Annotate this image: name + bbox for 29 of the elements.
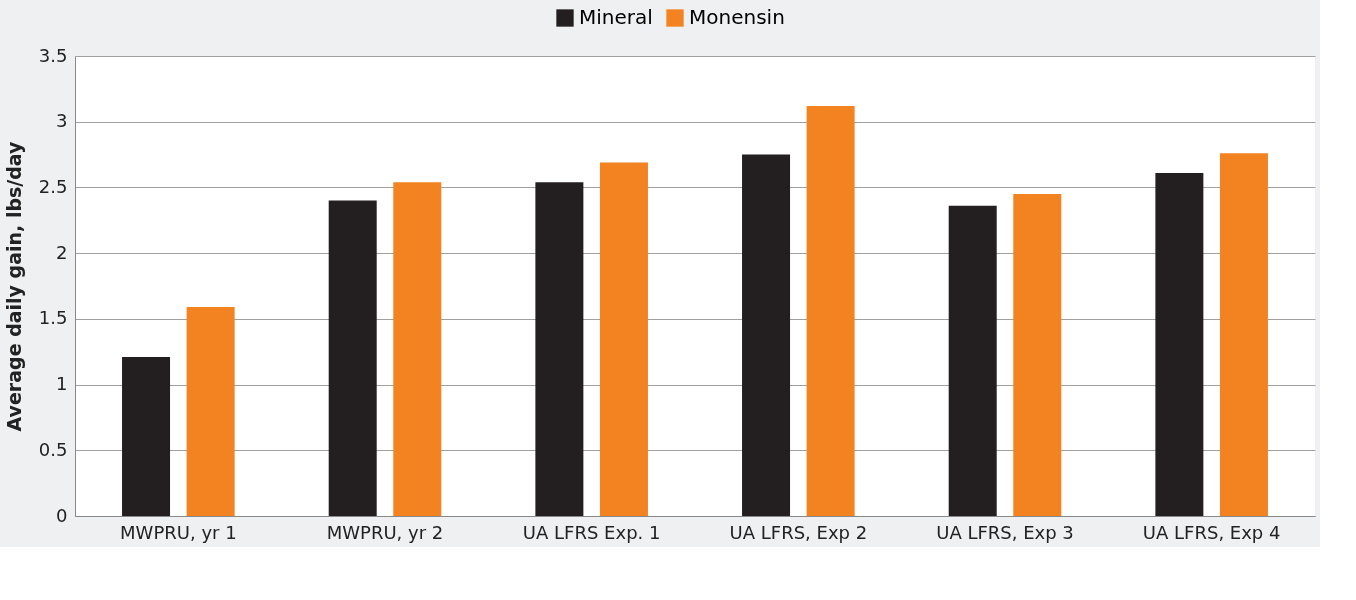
bar xyxy=(1013,194,1062,516)
bar xyxy=(122,356,171,516)
y-tick-label: 2.5 xyxy=(38,175,68,197)
legend-label: Mineral xyxy=(579,5,653,29)
y-axis-title: Average daily gain, lbs/day xyxy=(2,140,25,432)
bar xyxy=(393,182,442,516)
x-tick-label: UA LFRS, Exp 4 xyxy=(1142,521,1281,543)
bar xyxy=(1155,172,1204,516)
bar xyxy=(599,162,648,516)
x-tick-label: MWPRU, yr 1 xyxy=(120,521,237,543)
y-tick-label: 0 xyxy=(56,504,68,526)
y-tick-label: 1.5 xyxy=(38,307,68,329)
bar xyxy=(742,154,791,516)
x-tick-label: MWPRU, yr 2 xyxy=(326,521,444,543)
y-tick-label: 1 xyxy=(56,373,68,395)
y-tick-label: 0.5 xyxy=(38,438,68,460)
legend-label: Monensin xyxy=(689,5,785,29)
x-tick-label: UA LFRS Exp. 1 xyxy=(522,521,661,543)
bar xyxy=(1219,153,1268,516)
bar xyxy=(806,105,855,516)
x-tick-label: UA LFRS, Exp 3 xyxy=(936,521,1074,543)
bar xyxy=(535,182,584,516)
bar xyxy=(948,205,997,516)
bar xyxy=(328,200,377,516)
y-tick-label: 3 xyxy=(56,110,68,132)
y-tick-label: 3.5 xyxy=(38,44,68,66)
bar xyxy=(186,307,235,516)
x-tick-label: UA LFRS, Exp 2 xyxy=(729,521,868,543)
y-tick-label: 2 xyxy=(56,241,68,263)
